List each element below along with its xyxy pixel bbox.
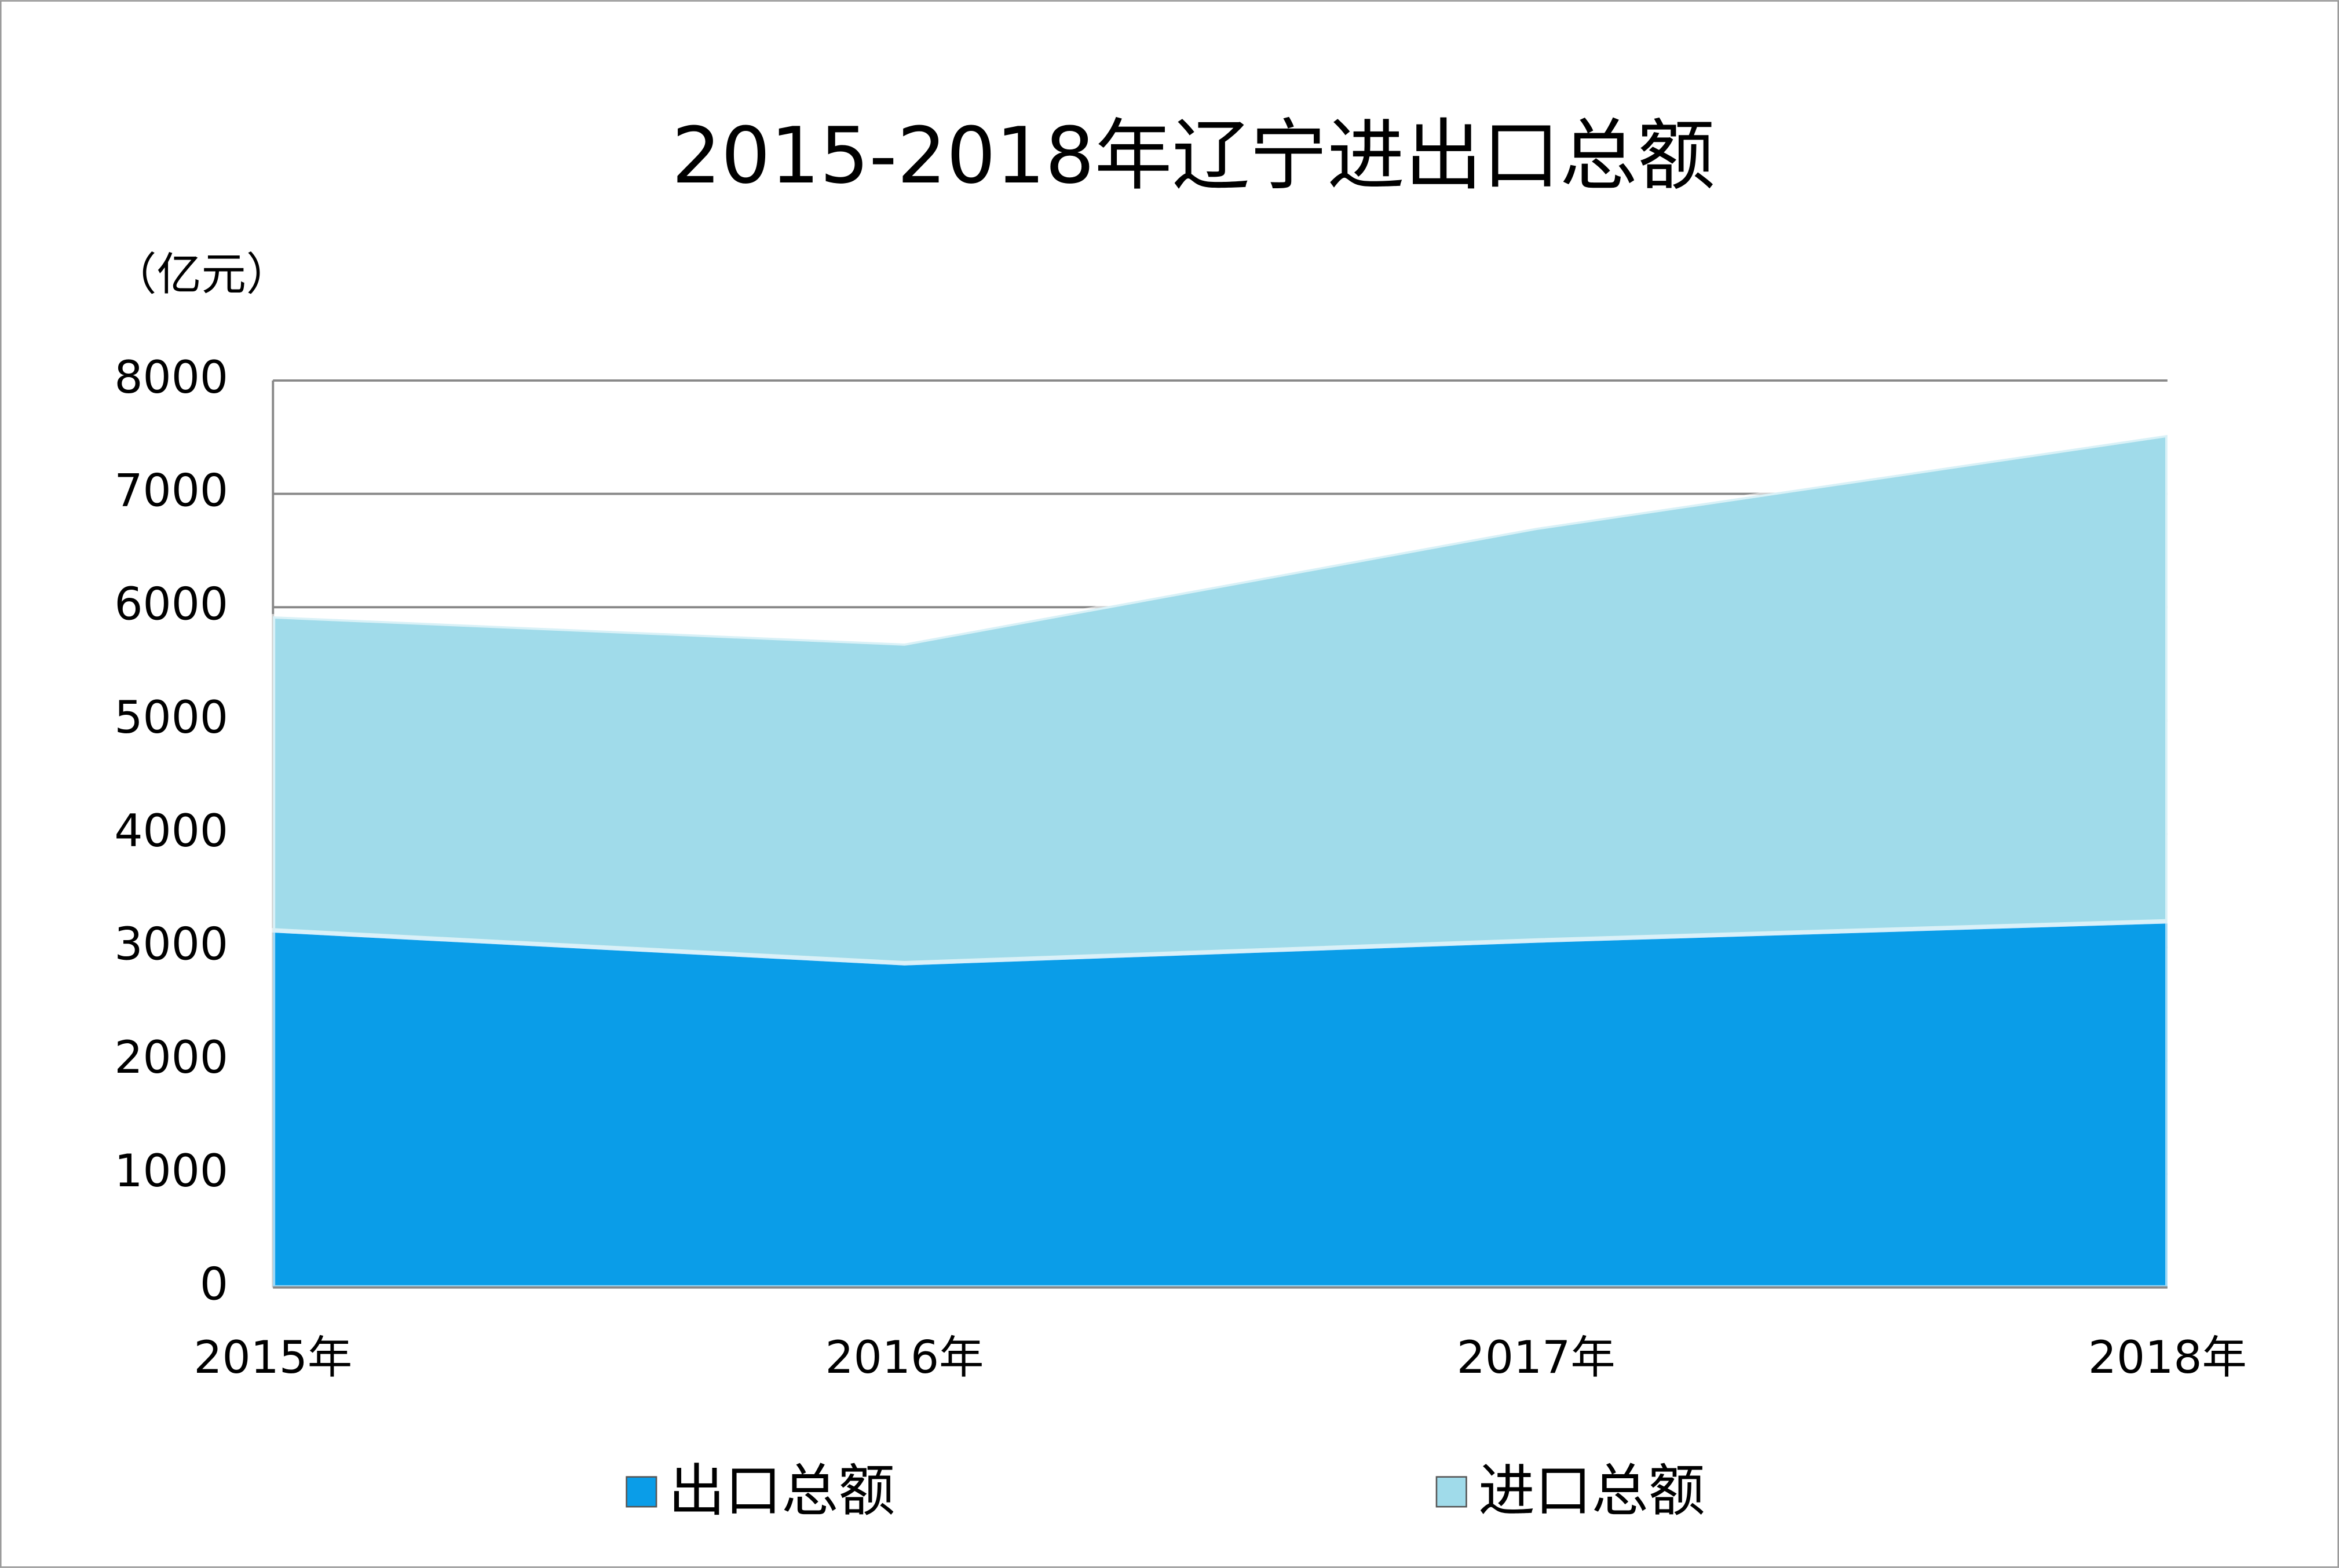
x-tick-label: 2017年 xyxy=(1457,1332,1616,1384)
y-tick-label: 2000 xyxy=(114,1032,228,1084)
chart-title: 2015-2018年辽宁进出口总额 xyxy=(672,111,1715,201)
y-tick-label: 1000 xyxy=(114,1145,228,1197)
legend-label: 进口总额 xyxy=(1478,1458,1705,1524)
y-tick-label: 3000 xyxy=(114,918,228,970)
legend-label: 出口总额 xyxy=(668,1458,895,1524)
y-tick-label: 4000 xyxy=(114,805,228,857)
y-tick-label: 5000 xyxy=(114,692,228,744)
legend-swatch xyxy=(1435,1476,1467,1508)
y-axis-label: （亿元） xyxy=(112,248,291,301)
area xyxy=(271,919,2170,1290)
y-tick-label: 0 xyxy=(200,1259,228,1311)
area xyxy=(271,432,2170,966)
x-tick-label: 2016年 xyxy=(825,1332,984,1384)
legend-swatch xyxy=(626,1476,657,1508)
y-tick-label: 6000 xyxy=(114,578,228,630)
y-tick-label: 7000 xyxy=(114,465,228,517)
x-tick-label: 2018年 xyxy=(2088,1332,2247,1384)
x-tick-label: 2015年 xyxy=(193,1332,352,1384)
y-tick-label: 8000 xyxy=(114,352,228,404)
